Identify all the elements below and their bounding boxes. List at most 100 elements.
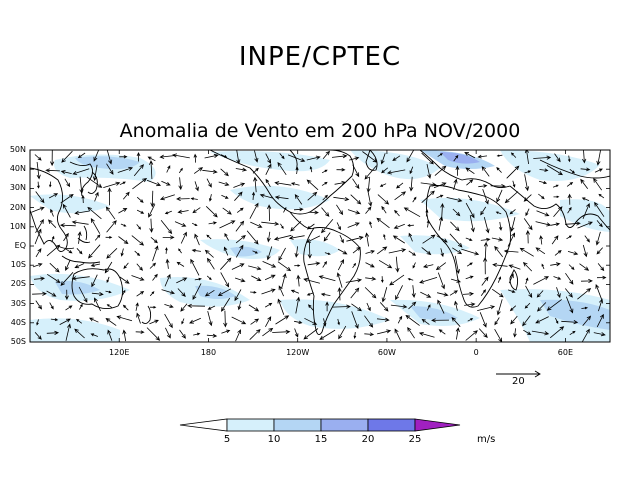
wind-vector bbox=[377, 329, 392, 335]
wind-vector bbox=[566, 181, 574, 187]
wind-vector bbox=[136, 224, 142, 230]
wind-vector bbox=[507, 289, 516, 293]
wind-vector bbox=[307, 242, 312, 259]
wind-vector bbox=[46, 273, 61, 284]
wind-vector bbox=[596, 150, 601, 166]
wind-vector bbox=[249, 202, 259, 219]
wind-vector bbox=[352, 246, 361, 254]
wind-vector bbox=[339, 234, 344, 244]
wind-vector bbox=[283, 206, 287, 213]
wind-vector bbox=[523, 194, 532, 202]
wind-vector bbox=[426, 164, 432, 179]
lon-label: 120W bbox=[286, 348, 310, 357]
wind-vector bbox=[189, 317, 201, 324]
wind-vector bbox=[75, 318, 83, 324]
wind-vector bbox=[104, 261, 113, 274]
wind-vector bbox=[490, 183, 506, 189]
wind-vector bbox=[423, 264, 434, 269]
wind-vector bbox=[332, 304, 351, 309]
wind-vector bbox=[535, 247, 546, 255]
wind-vector bbox=[577, 288, 592, 300]
wind-vector bbox=[508, 264, 521, 270]
wind-vector bbox=[584, 235, 590, 243]
wind-vector bbox=[120, 223, 127, 227]
wind-vector bbox=[206, 333, 218, 338]
wind-vector bbox=[306, 179, 319, 191]
wind-vector bbox=[522, 315, 531, 327]
wind-vector bbox=[304, 317, 318, 325]
wind-vector bbox=[34, 228, 42, 245]
wind-vector bbox=[224, 233, 229, 241]
wind-vector bbox=[364, 232, 370, 247]
wind-vector bbox=[35, 300, 43, 310]
wind-vector bbox=[71, 276, 90, 281]
wind-vector bbox=[278, 247, 286, 262]
wind-vector bbox=[279, 153, 285, 160]
wind-vector bbox=[419, 277, 438, 284]
wind-vector bbox=[265, 153, 272, 164]
wind-vector bbox=[287, 154, 306, 162]
wind-vector bbox=[172, 153, 190, 159]
wind-vector bbox=[350, 194, 362, 205]
wind-vector bbox=[405, 314, 420, 326]
wind-vector bbox=[202, 169, 218, 174]
wind-vector bbox=[477, 305, 496, 311]
wind-vector bbox=[303, 328, 319, 340]
wind-vector bbox=[178, 248, 182, 254]
wind-vector bbox=[495, 211, 502, 215]
wind-vector bbox=[388, 248, 407, 254]
wind-vector bbox=[119, 181, 126, 186]
wind-vector bbox=[582, 315, 592, 326]
wind-vector bbox=[453, 178, 458, 191]
wind-speed-shading bbox=[30, 150, 610, 342]
wind-vector bbox=[546, 299, 562, 311]
wind-vector bbox=[294, 320, 303, 324]
wind-vector bbox=[162, 235, 175, 240]
wind-vector bbox=[531, 330, 550, 336]
wind-vector bbox=[264, 274, 276, 281]
wind-vector bbox=[478, 184, 488, 188]
wind-vector bbox=[278, 285, 284, 297]
wind-vector bbox=[161, 180, 171, 186]
wind-vector bbox=[365, 276, 377, 281]
wind-vector bbox=[426, 304, 431, 311]
wind-vector bbox=[77, 231, 82, 244]
wind-vector bbox=[178, 177, 183, 191]
lat-label: 30N bbox=[9, 183, 26, 193]
wind-vector bbox=[51, 235, 55, 243]
wind-vector bbox=[533, 276, 550, 285]
wind-vector bbox=[219, 220, 236, 229]
wind-vector bbox=[337, 287, 342, 301]
wind-vector bbox=[274, 195, 289, 200]
wind-vector bbox=[336, 204, 344, 216]
wind-vector bbox=[469, 215, 475, 233]
wind-vector bbox=[193, 332, 201, 336]
wind-vector bbox=[194, 181, 199, 192]
wind-vector bbox=[321, 207, 330, 217]
wind-vector bbox=[206, 275, 212, 281]
wind-vector bbox=[379, 183, 387, 187]
wind-vector bbox=[294, 246, 299, 258]
wind-vector bbox=[309, 166, 313, 173]
wind-vector bbox=[261, 288, 276, 295]
lon-label: 60E bbox=[557, 348, 573, 357]
wind-vector bbox=[352, 178, 360, 190]
colorbar-upper-triangle bbox=[414, 418, 461, 432]
wind-vector bbox=[136, 209, 145, 214]
wind-vector bbox=[480, 237, 491, 242]
wind-vector bbox=[36, 181, 40, 189]
wind-vector bbox=[421, 190, 435, 203]
wind-vector bbox=[45, 168, 60, 173]
wind-vector bbox=[34, 154, 42, 161]
reference-vector-label: 20 bbox=[512, 376, 525, 387]
wind-vector bbox=[65, 259, 71, 272]
wind-vector bbox=[265, 178, 271, 188]
wind-vector bbox=[393, 223, 405, 229]
wind-vector bbox=[146, 179, 162, 187]
wind-vector bbox=[92, 164, 98, 182]
wind-vector bbox=[510, 315, 518, 325]
wind-vector bbox=[334, 180, 347, 186]
wind-vector bbox=[403, 207, 421, 218]
wind-vector bbox=[550, 222, 561, 227]
map-title: Anomalia de Vento em 200 hPa NOV/2000 bbox=[119, 120, 521, 142]
